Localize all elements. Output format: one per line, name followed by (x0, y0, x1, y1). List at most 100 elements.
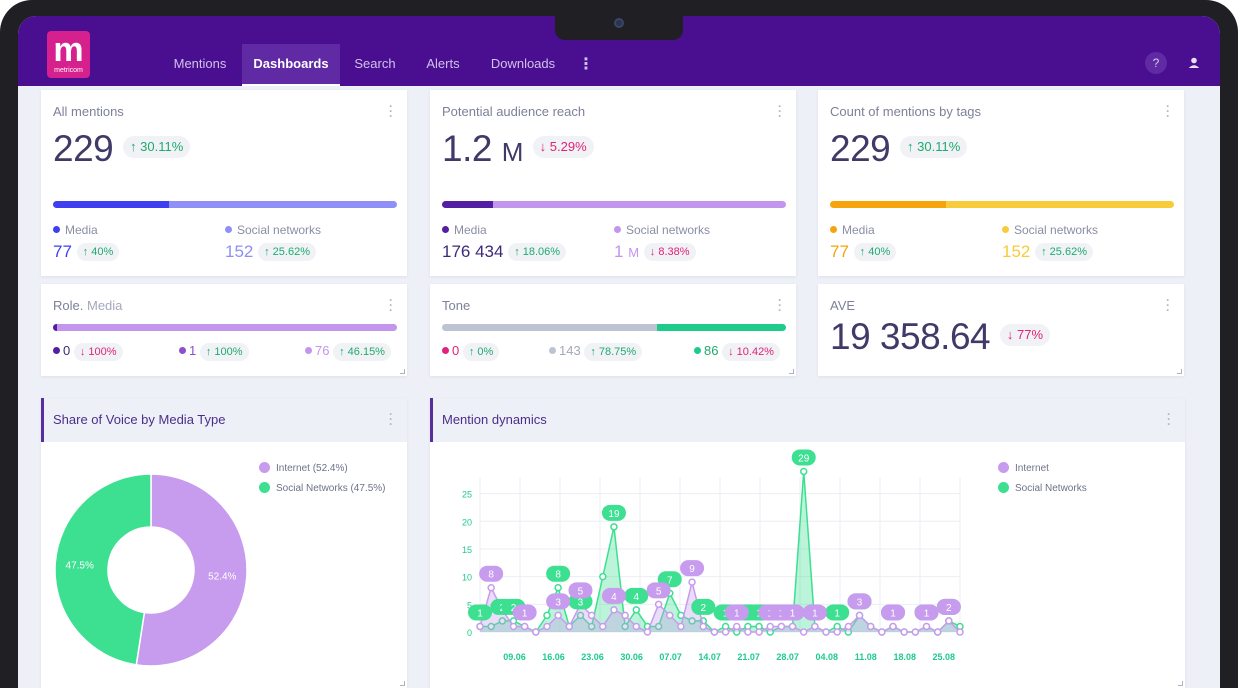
card-title: Potential audience reach (442, 104, 586, 119)
card-menu-icon[interactable]: · · · (389, 99, 393, 123)
resize-handle[interactable] (1177, 369, 1182, 374)
line-legend-social[interactable]: Social Networks (998, 482, 1087, 494)
tone-neutral: 143 ↑ 78.75% (549, 343, 643, 361)
x-tick-label: 28.07 (776, 652, 799, 662)
resize-handle[interactable] (1178, 681, 1183, 686)
card-tone: Tone · · · 0 ↑ 0% 143 ↑ 78.75% 86 ↓ 10.42% (430, 284, 796, 376)
point-internet (532, 628, 540, 636)
card-menu-icon[interactable]: · · · (778, 99, 782, 123)
point-social (632, 606, 641, 614)
x-tick-label: 23.06 (581, 652, 604, 662)
pie-legend-internet[interactable]: Internet (52.4%) (259, 462, 348, 474)
point-social (587, 622, 596, 631)
card-title: All mentions (53, 104, 124, 119)
nav-tab-alerts[interactable]: Alerts (426, 56, 460, 71)
resize-handle[interactable] (400, 681, 405, 686)
bar-social (492, 201, 786, 208)
point-internet (476, 622, 484, 631)
point-internet (610, 606, 618, 614)
point-internet (777, 622, 786, 631)
legend-social: Social networks (1002, 223, 1098, 237)
value-bubble-internet (936, 598, 961, 615)
legend-media: Media (53, 223, 98, 237)
user-icon[interactable] (1183, 52, 1205, 74)
value-bubble-label-social: 19 (608, 509, 620, 520)
value-bubble-label-internet: 9 (689, 564, 695, 575)
resize-handle[interactable] (400, 369, 405, 374)
point-social (599, 572, 607, 581)
point-social (554, 583, 562, 592)
total-value: 1.2 M ↓ 5.29% (442, 128, 594, 170)
value-bubble-social (624, 587, 649, 604)
point-social (688, 617, 696, 625)
tone-positive: 86 ↓ 10.42% (694, 343, 780, 361)
point-internet (822, 628, 830, 636)
point-internet (599, 622, 607, 631)
more-vertical-icon[interactable]: ⋮ (578, 56, 594, 73)
value-bubble-label-internet: 1 (812, 608, 818, 619)
card-menu-icon[interactable]: · · · (778, 293, 782, 317)
split-bar (442, 201, 786, 208)
card-menu-icon[interactable]: · · · (1166, 293, 1170, 317)
value-bubble-internet (568, 582, 593, 599)
x-tick-label: 04.08 (815, 652, 838, 662)
card-menu-icon[interactable]: · · · (1166, 99, 1170, 123)
pie-chart: 52.4% 47.5% (54, 473, 248, 667)
line-legend-internet[interactable]: Internet (998, 462, 1049, 474)
social-value: 1 M ↓ 8.38% (614, 242, 696, 262)
help-icon[interactable]: ? (1145, 52, 1167, 74)
point-internet (688, 578, 696, 586)
y-tick-label: 25 (462, 490, 472, 500)
value-bubble-label-internet: 5 (656, 586, 662, 597)
card-menu-icon[interactable]: · · · (389, 407, 393, 431)
value-bubble-internet (512, 604, 537, 621)
point-internet (621, 611, 629, 620)
tone-negative: 0 ↑ 0% (442, 343, 500, 361)
bar-social (168, 201, 397, 208)
total-value: 229 ↑ 30.11% (830, 128, 968, 170)
card-title: Count of mentions by tags (830, 104, 982, 119)
change-badge: ↓ 5.29% (532, 136, 594, 158)
pie-slice-label-0: 52.4% (208, 572, 236, 583)
social-value: 152 ↑ 25.62% (1002, 242, 1093, 262)
point-internet (744, 628, 752, 636)
card-title: Share of Voice by Media Type (53, 412, 226, 427)
point-internet (766, 622, 774, 631)
point-social (621, 622, 629, 631)
nav-tab-dashboards[interactable]: Dashboards (242, 44, 340, 86)
x-tick-label: 21.07 (737, 652, 760, 662)
metricom-logo[interactable]: m metricom (47, 31, 90, 78)
value-bubble-label-social: 4 (633, 592, 639, 603)
resize-handle[interactable] (789, 369, 794, 374)
point-internet (565, 622, 574, 631)
point-internet (587, 611, 596, 620)
point-internet (554, 611, 562, 620)
nav-tab-mentions[interactable]: Mentions (173, 56, 227, 71)
card-header: Mention dynamics (430, 398, 1185, 442)
value-bubble-label-internet: 3 (857, 597, 863, 608)
point-social (654, 622, 663, 631)
media-value: 77 ↑ 40% (53, 242, 120, 262)
point-internet (911, 628, 920, 636)
card-menu-icon[interactable]: · · · (1167, 407, 1171, 431)
nav-tab-search[interactable]: Search (354, 56, 396, 71)
nav-tab-downloads[interactable]: Downloads (490, 56, 556, 71)
bar-media (53, 201, 169, 208)
value-bubble-social (691, 598, 716, 615)
point-internet (922, 622, 931, 631)
value-bubble-label-internet: 1 (924, 608, 930, 619)
media-value: 77 ↑ 40% (830, 242, 897, 262)
point-internet (866, 622, 875, 631)
value-bubble-social (468, 604, 492, 621)
pie-legend-social[interactable]: Social Networks (47.5%) (259, 482, 385, 494)
split-bar (53, 201, 397, 208)
point-internet (643, 628, 652, 636)
point-internet (732, 622, 741, 631)
card-menu-icon[interactable]: · · · (389, 293, 393, 317)
value-bubble-internet (914, 604, 939, 621)
value-bubble-label-social: 1 (477, 608, 483, 619)
value-bubble-label-social: 3 (578, 597, 584, 608)
split-bar (830, 201, 1174, 208)
value-bubble-label-social: 2 (511, 603, 517, 614)
value-bubble-internet (546, 593, 571, 610)
